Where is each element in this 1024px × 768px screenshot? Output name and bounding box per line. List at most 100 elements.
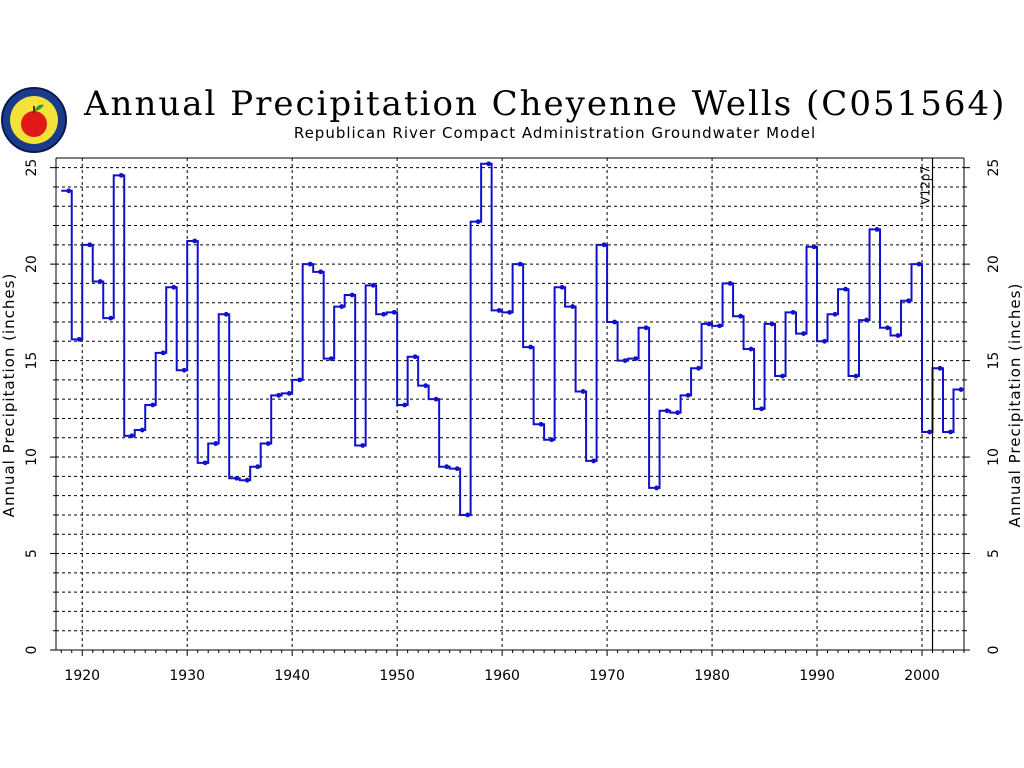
data-point [339,304,345,309]
data-point [349,292,355,298]
version-annotation: V12p7 [919,158,934,650]
data-point [412,354,418,360]
data-point [927,429,932,435]
data-point [811,244,817,250]
data-point [958,387,964,392]
data-point [538,421,544,427]
data-point [297,377,303,383]
data-point [948,429,953,435]
data-point [496,308,502,313]
data-point [874,226,880,232]
data-point [507,309,513,315]
data-point [486,161,492,167]
data-point [223,311,229,317]
data-point [769,321,775,327]
data-point [685,392,691,398]
data-point [328,356,334,362]
data-point [864,317,869,323]
y-tick-label-left: 5 [24,549,40,558]
data-point [916,261,922,267]
data-point [465,512,471,518]
y-tick-label-left: 25 [24,159,40,177]
data-point [517,261,523,267]
data-point [244,477,250,483]
precipitation-step-line [61,162,964,516]
data-point [570,304,576,309]
data-point [423,383,429,389]
data-point [801,331,806,336]
data-point [118,172,124,178]
data-point [370,282,376,288]
data-point [202,460,208,466]
data-point [139,427,145,433]
data-point [748,346,754,352]
annotation-label: V12p7 [919,166,933,205]
y-ticks-left: 0 5 10 15 20 25 [24,159,56,654]
agency-seal-logo [1,87,67,153]
grid-lines [56,158,964,650]
data-point [717,323,722,329]
data-point [664,408,670,414]
data-point [234,475,240,481]
data-point [433,396,439,402]
y-tick-label-right: 20 [986,255,1002,273]
data-point [853,373,859,379]
y-tick-label-right: 25 [986,159,1002,177]
data-point [706,321,712,327]
data-point [780,373,785,379]
data-point [402,402,408,408]
data-point [528,344,534,350]
x-tick-label: 2000 [904,668,940,684]
x-tick-label: 1920 [64,668,100,684]
x-tick-label: 1990 [799,668,835,684]
x-ticks: 1920 1930 1940 1950 1960 1970 1980 1990 2000 [60,650,965,684]
data-point [181,367,187,373]
data-point [108,315,114,321]
data-point [895,333,901,338]
chart-subtitle: Republican River Compact Administration … [293,124,817,142]
data-point [475,219,481,225]
data-point [885,325,890,331]
y-ticks-right: 0 5 10 15 20 25 [964,159,1002,655]
data-point [255,464,261,470]
data-point [265,441,271,446]
data-point [318,269,324,275]
data-point [612,319,617,325]
y-tick-label-left: 20 [24,255,40,273]
x-tick-label: 1960 [484,668,520,684]
data-point [643,325,649,331]
data-point [822,338,827,344]
data-point [360,443,366,448]
data-point [591,458,597,464]
data-point [790,309,796,315]
data-point [276,392,282,398]
data-point [832,311,838,317]
data-point [66,188,72,194]
chart-title: Annual Precipitation Cheyenne Wells (C05… [84,84,1007,124]
x-tick-label: 1930 [169,668,205,684]
data-point [843,286,848,292]
data-point [97,279,103,284]
data-point [391,309,397,315]
data-point [286,390,292,396]
data-point [696,365,701,371]
y-axis-label-left: Annual Precipitation (inches) [0,273,18,518]
data-point [160,350,166,356]
data-point [444,464,450,470]
data-point [622,358,628,363]
data-point [171,284,177,290]
data-point [654,485,659,491]
data-point [580,389,586,394]
data-point [601,242,607,248]
x-tick-label: 1950 [379,668,415,684]
y-tick-label-right: 5 [986,549,1002,558]
data-point [937,365,943,371]
data-point [192,238,198,244]
data-point [381,311,387,317]
x-tick-label: 1970 [589,668,625,684]
y-tick-label-left: 15 [24,352,40,370]
precipitation-series [61,161,964,518]
data-point [675,410,680,416]
y-tick-label-right: 0 [986,646,1002,655]
